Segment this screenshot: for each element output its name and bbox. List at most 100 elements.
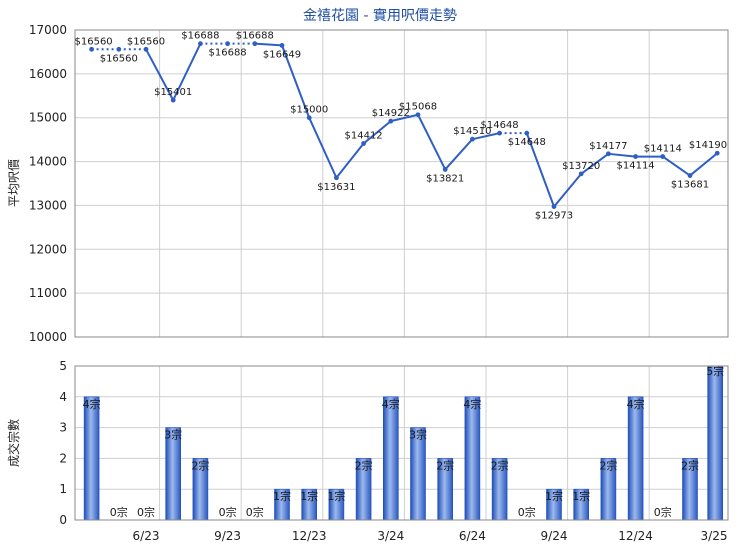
price-line-segment — [689, 152, 718, 177]
price-line-segment — [308, 117, 338, 179]
price-data-label: $12973 — [535, 211, 573, 222]
volume-bar-label: 5宗 — [706, 364, 724, 378]
price-data-label: $13720 — [562, 161, 600, 172]
price-point — [442, 167, 448, 172]
x-tick-label: 9/23 — [214, 529, 241, 543]
volume-bar-label: 2宗 — [436, 458, 454, 472]
price-point — [279, 42, 285, 48]
price-y-tick-label: 14000 — [29, 155, 67, 169]
price-plot-frame — [74, 29, 729, 338]
volume-y-tick-label: 2 — [59, 451, 67, 465]
price-data-label: $14177 — [589, 141, 627, 152]
volume-bar-label: 1宗 — [300, 489, 318, 503]
price-point — [143, 46, 149, 52]
volume-y-tick-label: 3 — [59, 421, 67, 435]
price-series — [89, 41, 720, 210]
price-data-label: $15401 — [154, 87, 192, 98]
price-line-segment — [444, 138, 474, 171]
volume-bars — [83, 365, 724, 521]
price-point — [524, 130, 530, 136]
price-data-label: $15000 — [290, 105, 328, 116]
price-point — [225, 41, 231, 47]
price-gridlines — [75, 29, 729, 338]
price-point — [660, 154, 666, 159]
price-point — [714, 150, 720, 156]
volume-y-tick-label: 5 — [59, 359, 67, 373]
price-line-segment — [553, 173, 582, 208]
price-line-segment — [362, 120, 392, 145]
volume-bar-label: 3宗 — [164, 428, 182, 442]
price-point — [551, 204, 557, 210]
volume-bar-label: 0宗 — [654, 505, 672, 519]
x-tick-label: 3/24 — [377, 529, 404, 543]
price-line-segment — [145, 48, 175, 101]
price-y-tick-label: 12000 — [29, 242, 67, 256]
price-point — [252, 41, 258, 47]
volume-y-tick-label: 0 — [59, 513, 67, 527]
price-point — [89, 46, 94, 52]
price-line-segment — [472, 132, 500, 141]
price-y-tick-label: 11000 — [29, 286, 67, 300]
x-axis-tick-labels: 6/23 9/23 12/23 3/24 6/24 9/24 12/24 3/25 — [133, 529, 728, 543]
volume-bar-label: 4宗 — [382, 397, 400, 411]
volume-bar-label: 0宗 — [110, 505, 128, 519]
price-point — [170, 97, 176, 103]
price-point — [606, 151, 611, 157]
chart-title: 金禧花園 - 實用呎價走勢 — [303, 7, 457, 24]
price-data-label: $14922 — [372, 108, 410, 119]
price-data-label: $13631 — [317, 182, 355, 193]
volume-bar-label: 1宗 — [327, 489, 345, 503]
price-data-label: $14190 — [689, 140, 727, 151]
price-point — [116, 46, 122, 52]
price-y-axis: 10000 11000 12000 13000 14000 15000 16000 17000 — [29, 23, 67, 344]
price-line-segment — [281, 45, 311, 119]
price-point — [633, 154, 638, 159]
volume-bar-label: 1宗 — [545, 489, 563, 503]
volume-bar — [627, 396, 644, 521]
volume-bar-label: 1宗 — [572, 489, 590, 503]
price-point — [388, 118, 394, 124]
volume-plot-frame — [74, 365, 729, 521]
volume-bar-label: 0宗 — [137, 505, 155, 519]
price-y-tick-label: 17000 — [29, 23, 67, 37]
price-data-label: $16649 — [263, 49, 301, 60]
price-data-label: $15068 — [399, 102, 437, 113]
price-y-tick-label: 13000 — [29, 198, 67, 212]
volume-bar-label: 2宗 — [599, 458, 617, 472]
price-point — [578, 171, 584, 177]
price-data-label: $16688 — [181, 31, 219, 42]
price-data-label: $16560 — [100, 53, 138, 64]
price-y-axis-title: 平均呎價 — [7, 159, 21, 207]
price-data-label: $14114 — [617, 161, 655, 172]
price-data-label: $16560 — [127, 36, 165, 47]
price-data-label: $16688 — [236, 31, 274, 42]
price-line-segment — [254, 42, 283, 47]
price-point — [361, 141, 366, 146]
price-line-segment — [172, 43, 202, 101]
volume-bar-labels: 4宗 0宗 0宗 3宗 2宗 0宗 0宗 1宗 1宗 1宗 2宗 4宗 3宗 2宗 4宗 2宗 0宗 1宗 1宗 2宗… — [83, 364, 725, 519]
price-y-tick-label: 16000 — [29, 67, 67, 81]
volume-bar-label: 1宗 — [273, 489, 291, 503]
price-data-label: $16560 — [75, 36, 113, 47]
price-y-tick-label: 15000 — [29, 111, 67, 125]
price-data-labels: $16560 $16560 $16560 $15401 $16688 $16688 $166… — [75, 31, 728, 222]
x-tick-label: 6/24 — [459, 529, 486, 543]
price-line-segment — [335, 142, 365, 179]
price-line-segment — [580, 153, 609, 175]
price-data-label: $13681 — [671, 180, 709, 191]
price-line-segment — [608, 152, 636, 158]
price-line-segment — [525, 132, 555, 207]
volume-bar — [382, 396, 399, 521]
volume-y-axis: 0 1 2 3 4 5 — [59, 359, 67, 527]
price-line-segment — [662, 155, 691, 177]
volume-bar-label: 2宗 — [681, 458, 699, 472]
volume-bar-label: 3宗 — [409, 428, 427, 442]
price-data-label: $14648 — [481, 120, 519, 131]
price-data-label: $13821 — [426, 173, 464, 184]
x-tick-label: 9/24 — [541, 529, 568, 543]
x-tick-label: 12/24 — [618, 529, 653, 543]
price-y-tick-label: 10000 — [29, 330, 67, 344]
price-point — [198, 41, 203, 47]
